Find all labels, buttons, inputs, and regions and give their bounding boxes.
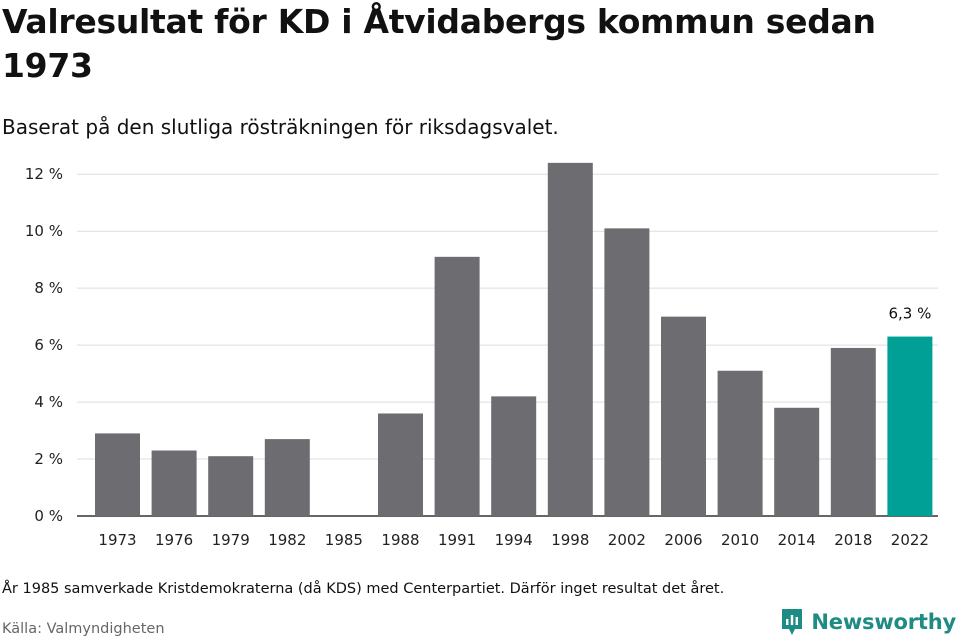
y-tick-label: 10 % (25, 222, 63, 240)
bar-2006 (661, 316, 706, 516)
y-tick-label: 6 % (34, 336, 63, 354)
y-tick-label: 0 % (34, 507, 63, 525)
x-tick-label: 1998 (551, 531, 589, 549)
source-text: Källa: Valmyndigheten (2, 621, 165, 637)
x-tick-label: 1994 (495, 531, 533, 549)
bar-1988 (378, 413, 423, 516)
bar-1976 (151, 450, 197, 516)
bar-1973 (95, 433, 140, 516)
bar-1982 (264, 439, 310, 516)
bar-2018 (830, 347, 876, 516)
newsworthy-logo-icon (782, 609, 803, 635)
labels: 0 % 2 % 4 % 6 % 8 % 10 % 12 % 1973 1976 1979 1982 1… (25, 165, 931, 549)
y-tick-label: 2 % (34, 450, 63, 468)
x-tick-label: 1979 (212, 531, 250, 549)
chart-subtitle: Baserat på den slutliga rösträkningen fö… (2, 115, 559, 139)
x-tick-label: 2006 (664, 531, 702, 549)
x-tick-label: 2010 (721, 531, 759, 549)
y-tick-label: 4 % (34, 393, 63, 411)
bar-2010 (717, 370, 763, 516)
x-tick-label: 1976 (155, 531, 193, 549)
value-label-2022: 6,3 % (888, 305, 931, 323)
brand-name: Newsworthy (811, 610, 956, 634)
chart-title: Valresultat för KD i Åtvidabergs kommun … (2, 2, 876, 85)
x-tick-label: 1982 (268, 531, 306, 549)
y-tick-label: 12 % (25, 165, 63, 183)
x-tick-label: 1985 (325, 531, 363, 549)
bar-1994 (491, 396, 537, 516)
x-tick-label: 2002 (608, 531, 646, 549)
y-tick-label: 8 % (34, 279, 63, 297)
x-tick-label: 2014 (778, 531, 816, 549)
bar-1991 (434, 256, 480, 516)
x-tick-label: 1988 (381, 531, 419, 549)
brand-logo: Newsworthy (780, 607, 956, 637)
bar-2014 (774, 407, 820, 516)
bar-2002 (604, 228, 650, 517)
bar-1979 (208, 456, 254, 516)
x-tick-label: 1973 (98, 531, 136, 549)
bars (95, 162, 933, 517)
x-tick-label: 1991 (438, 531, 476, 549)
x-tick-label: 2022 (891, 531, 929, 549)
x-tick-label: 2018 (834, 531, 872, 549)
bar-1998 (547, 162, 593, 516)
footnote: År 1985 samverkade Kristdemokraterna (då… (2, 581, 725, 597)
bar-2022 (887, 336, 933, 516)
